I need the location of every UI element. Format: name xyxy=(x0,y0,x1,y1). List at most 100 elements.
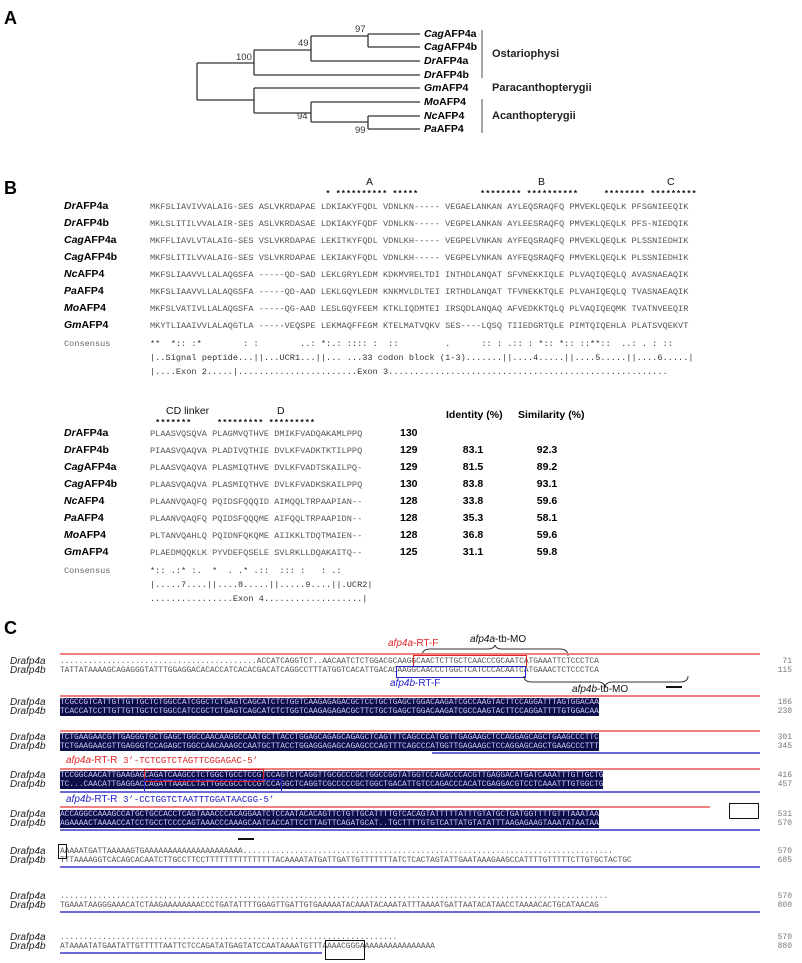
exon-underline-a xyxy=(60,695,760,697)
tree-leaf: NcAFP4 xyxy=(424,110,465,122)
sequence-name: CagAFP4b xyxy=(64,478,118,490)
protein-sequence: MKFSLIAVIVVALAIG-SES ASLVKRDAPAE LDKIAKY… xyxy=(150,202,689,212)
bootstrap-value: 49 xyxy=(298,38,309,49)
sequence-name-b: Drafp4b xyxy=(10,741,46,752)
nucleotide-sequence-a: AAAAATGATTAAAAAGTGAAAAAAAAAAAAAAAAAAAAA.… xyxy=(60,847,613,856)
sequence-name: CagAFP4a xyxy=(64,234,117,246)
protein-sequence: MKFSLIAAVVLLALAQGSFA -----QD-AAD LEKLGQY… xyxy=(150,287,689,297)
motif-label-d: D xyxy=(277,405,285,417)
sequence-name: MoAFP4 xyxy=(64,529,107,541)
similarity-value: 89.2 xyxy=(536,461,558,473)
mo-label-afp4a-tb-mo: afp4a-tb-MO xyxy=(470,634,527,645)
sequence-name: DrAFP4a xyxy=(64,200,109,212)
sequence-name-a: Drafp4a xyxy=(10,809,46,820)
similarity-value: 59.6 xyxy=(536,529,558,541)
bootstrap-value: 97 xyxy=(355,24,366,35)
panel-b-label: B xyxy=(4,178,17,198)
exon-underline-b xyxy=(60,952,322,954)
sequence-name-a: Drafp4a xyxy=(10,846,46,857)
panel-a-label: A xyxy=(4,8,17,28)
protein-sequence: MKFFLIAVLVTALAIG-SES VSLVKRDAPAE LEKITKY… xyxy=(150,236,689,246)
nucleotide-sequence-b: TTTAAAAGGTCACAGCACAATCTTGCCTTCCTTTTTTTTT… xyxy=(60,856,632,865)
sequence-name: GmAFP4 xyxy=(64,319,109,331)
sequence-name: NcAFP4 xyxy=(64,495,105,507)
similarity-value: 58.1 xyxy=(536,512,558,524)
similarity-header: Similarity (%) xyxy=(518,409,585,421)
similarity-value: 92.3 xyxy=(536,444,558,456)
sequence-length: 128 xyxy=(400,512,418,524)
phylogenetic-tree: CagAFP4a CagAFP4b DrAFP4a DrAFP4b GmAFP4… xyxy=(0,0,802,170)
position-number-b: 685 xyxy=(777,856,792,865)
sequence-name-a: Drafp4a xyxy=(10,732,46,743)
nucleotide-sequence-a: ........................................… xyxy=(60,892,609,901)
bootstrap-value: 99 xyxy=(355,125,366,136)
nucleotide-sequence-a: ........................................… xyxy=(60,657,599,666)
similarity-value: 59.6 xyxy=(536,495,558,507)
identity-value: 81.5 xyxy=(462,461,484,473)
primer-label-afp4b-rt-f: afp4b-RT-F xyxy=(390,678,441,689)
protein-sequence: PLAASVQAQVA PLASMIQTHVE DVLKFVADKSKAILPP… xyxy=(150,480,363,490)
domain-annotation-line: |.....7....||....8.....||.....9....||.UC… xyxy=(150,580,373,590)
nucleotide-sequence-a: ........................................… xyxy=(60,933,398,942)
nucleotide-sequence-a: ACCAGGCCAAAGCCATGCTGCCACCTCAGTAAACCCACAG… xyxy=(60,810,599,819)
exon-underline-b xyxy=(60,911,760,913)
sequence-name-b: Drafp4b xyxy=(10,706,46,717)
exon-underline-b xyxy=(60,866,760,868)
similarity-value: 59.8 xyxy=(536,546,558,558)
sequence-name: DrAFP4b xyxy=(64,444,109,456)
consensus-line: ** *:: :* : : ..: *:.: :::: : :: . :: : … xyxy=(150,339,673,349)
position-number-a: 416 xyxy=(777,771,792,780)
clade-label-paracanthopterygii: Paracanthopterygii xyxy=(492,82,592,94)
mo-label-afp4b-tb-mo: afp4b-tb-MO xyxy=(572,684,629,695)
tree-leaf: GmAFP4 xyxy=(424,82,469,94)
motif-label-cd-linker: CD linker xyxy=(166,405,210,417)
sequence-length: 125 xyxy=(400,546,418,558)
protein-sequence: PIAASVQAQVA PLADIVQTHIE DVLKFVADKTKTILPP… xyxy=(150,446,363,456)
motif-stars: ******* ********* ********* xyxy=(150,418,316,428)
position-number-a: 570 xyxy=(777,933,792,942)
sequence-name: NcAFP4 xyxy=(64,268,105,280)
sequence-name: MoAFP4 xyxy=(64,302,107,314)
protein-sequence: MKYTLIAAIVVLALAQGTLA -----VEQSPE LEKMAQF… xyxy=(150,321,689,331)
sequence-name-b: Drafp4b xyxy=(10,941,46,952)
sequence-name: DrAFP4a xyxy=(64,427,109,439)
start-codon-marker xyxy=(666,686,682,688)
nucleotide-sequence-b: TCACCATCCTTGTTGTTGCTCTGGCCATCCGCTCTGAGTC… xyxy=(60,707,599,716)
bootstrap-value: 100 xyxy=(236,52,252,63)
motif-label-a: A xyxy=(366,176,374,188)
primer-box-afp4b-rt-f xyxy=(396,666,526,678)
sequence-name: PaAFP4 xyxy=(64,512,104,524)
nucleotide-sequence-b: ATAAAATATGAATATTGTTTTTAATTCTCCAGATATGAGT… xyxy=(60,942,435,951)
motif-label-c: C xyxy=(667,176,675,188)
position-number-b: 800 xyxy=(777,901,792,910)
protein-sequence: PLAASVQAQVA PLASMIQTHVE DVLKFVADTSKAILPQ… xyxy=(150,463,363,473)
sequence-length: 130 xyxy=(400,427,418,439)
motif-label-b: B xyxy=(538,176,546,188)
position-number-b: 115 xyxy=(777,666,792,675)
protein-sequence: MKLSLITILVVALAIR-SES ASLVKRDASAE LDKIAKY… xyxy=(150,219,689,229)
sequence-length: 128 xyxy=(400,529,418,541)
sequence-length: 129 xyxy=(400,461,418,473)
consensus-label: Consensus xyxy=(64,566,111,576)
consensus-line: *:: .:* :. * . .* .:: ::: : : .: xyxy=(150,566,342,576)
tree-leaf: MoAFP4 xyxy=(424,96,467,108)
sequence-name-a: Drafp4a xyxy=(10,891,46,902)
position-number-a: 301 xyxy=(777,733,792,742)
sequence-length: 128 xyxy=(400,495,418,507)
sequence-name-b: Drafp4b xyxy=(10,665,46,676)
panel-c-label: C xyxy=(4,618,17,638)
nucleotide-sequence-b: AGAAAACTAAAACCATCCTGCCTCCCCAGTAAACCCAAAG… xyxy=(60,819,599,828)
stop-codon-marker xyxy=(238,838,254,840)
polyadenylation-signal-box xyxy=(729,803,759,819)
mo-bracket-afp4a xyxy=(421,645,569,657)
sequence-name-a: Drafp4a xyxy=(10,932,46,943)
position-number-b: 457 xyxy=(777,780,792,789)
sequence-name: GmAFP4 xyxy=(64,546,109,558)
position-number-a: 570 xyxy=(777,847,792,856)
sequence-name: PaAFP4 xyxy=(64,285,104,297)
mo-bracket-afp4b xyxy=(523,676,689,688)
nucleotide-sequence-b: TCTGAAGAACGTTGAGGGTCCAGAGCTGGCCAACAAAGCC… xyxy=(60,742,599,751)
sequence-name-b: Drafp4b xyxy=(10,900,46,911)
primer-box-afp4a-rt-r xyxy=(144,769,264,782)
polyadenylation-signal-box xyxy=(325,940,365,960)
